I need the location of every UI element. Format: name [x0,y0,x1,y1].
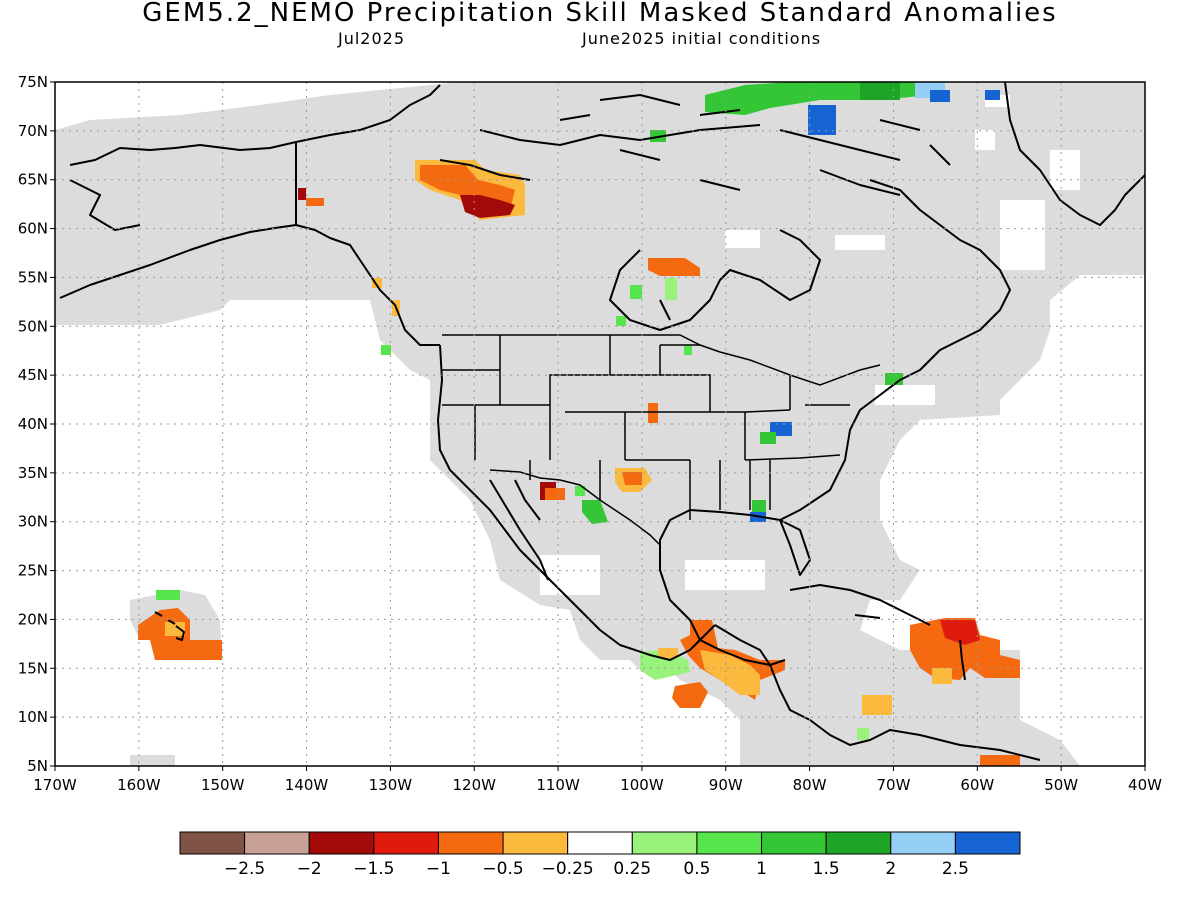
lat-label: 40N [18,415,48,433]
colorbar-swatch [631,831,698,855]
lon-label: 100W [620,776,664,794]
colorbar-label: −1.5 [353,859,394,879]
colorbar [179,831,1021,855]
lon-label: 140W [285,776,329,794]
colorbar-swatch [825,831,892,855]
hawaii-islands [154,611,185,641]
lon-label: 60W [960,776,994,794]
colorbar-labels: −2.5 −2 −1.5 −1 −0.5 −0.25 0.25 0.5 1 1.5 2 2.5 [224,859,969,879]
colorbar-swatch [437,831,504,855]
colorbar-label: −0.5 [482,859,523,879]
lat-label: 70N [18,122,48,140]
west-coast [437,344,716,661]
colorbar-swatch [890,831,956,855]
lat-label: 15N [18,659,48,677]
lat-label: 5N [27,757,48,775]
arctic-islands [559,94,951,196]
lat-label: 45N [18,366,48,384]
lon-label: 80W [793,776,827,794]
valid-month-label: Jul2025 [338,29,406,48]
lat-label: 60N [18,220,48,238]
lon-label: 120W [452,776,496,794]
colorbar-label: 1 [756,859,767,879]
lat-label: 55N [18,268,48,286]
lon-label: 110W [536,776,580,794]
lat-label: 35N [18,464,48,482]
lat-label: 25N [18,562,48,580]
latitude-labels: 75N 70N 65N 60N 55N 50N 45N 40N 35N 30N 25N 20N 15N 1… [18,73,55,775]
colorbar-swatch [308,831,375,855]
lat-label: 50N [18,317,48,335]
skill-mask-pacific-south [130,755,175,766]
baja-coastline [489,479,549,581]
gulf-coastline [659,179,1011,641]
lat-label: 30N [18,513,48,531]
colorbar-swatch [954,831,1021,855]
colorbar-swatch [373,831,439,855]
us-state-borders [442,335,850,520]
colorbar-label: −0.25 [542,859,594,879]
lat-label: 65N [18,171,48,189]
colorbar-swatch [244,831,310,855]
lon-label: 70W [877,776,911,794]
lat-label: 20N [18,610,48,628]
colorbar-label: 1.5 [813,859,840,879]
initial-conditions-label: June2025 initial conditions [582,29,822,48]
colorbar-swatch [502,831,569,855]
colorbar-swatch [179,831,246,855]
colorbar-label: 0.25 [613,859,651,879]
caribbean-islands [789,584,966,681]
colorbar-swatch [696,831,763,855]
coastlines [59,82,1145,761]
lat-lon-grid [55,82,1145,766]
central-america-coastline [699,624,1041,761]
colorbar-label: 2 [885,859,896,879]
lon-label: 170W [33,776,77,794]
lon-label: 130W [369,776,413,794]
colorbar-swatch [761,831,827,855]
lon-label: 150W [201,776,245,794]
skill-mask-north-america [55,82,1145,766]
colorbar-label: −1 [426,859,451,879]
greenland-coastline [1004,82,1145,226]
colorbar-label: 0.5 [683,859,710,879]
lon-label: 90W [709,776,743,794]
arctic-coastline [295,84,761,181]
lon-label: 40W [1128,776,1162,794]
longitude-labels: 170W 160W 150W 140W 130W 120W 110W 100W 90W 80W 70… [33,766,1162,794]
colorbar-label: −2.5 [224,859,265,879]
lat-label: 10N [18,708,48,726]
no-skill-areas [540,95,1080,595]
lon-label: 50W [1044,776,1078,794]
map-title: GEM5.2_NEMO Precipitation Skill Masked S… [142,0,1058,28]
colorbar-label: 2.5 [942,859,969,879]
lat-label: 75N [18,73,48,91]
colorbar-label: −2 [297,859,322,879]
colorbar-swatch [567,831,633,855]
hudson-bay-coastline [609,229,821,331]
lon-label: 160W [117,776,161,794]
